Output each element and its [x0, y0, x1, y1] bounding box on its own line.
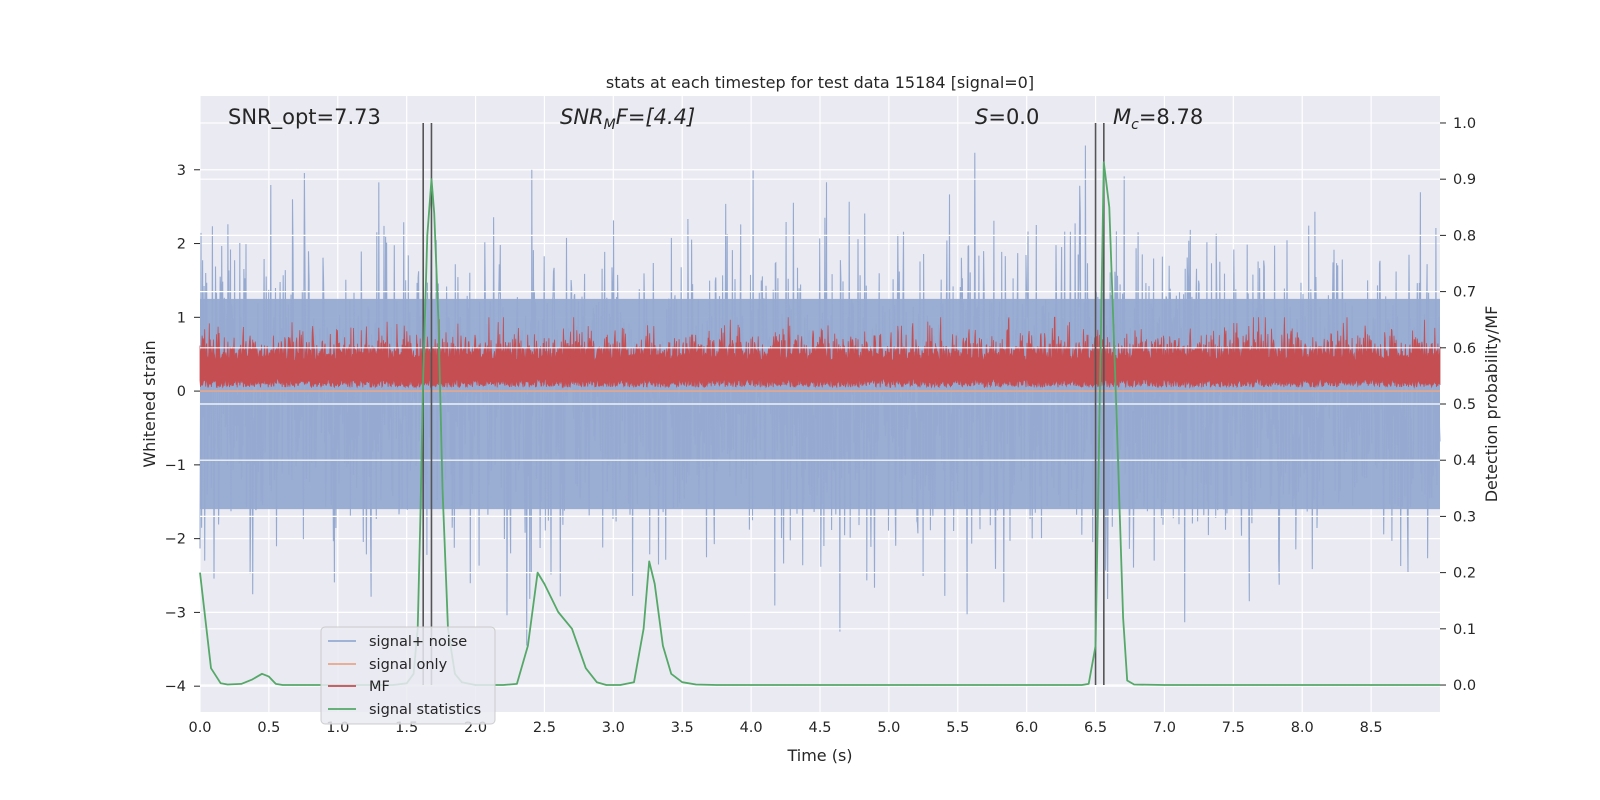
- x-tick-label: 0.0: [188, 720, 211, 736]
- x-tick-label: 3.0: [602, 720, 625, 736]
- series-signal-statistics: [199, 161, 1440, 686]
- x-tick-label: 4.5: [808, 720, 831, 736]
- legend: signal+ noise signal only MF signal stat…: [320, 626, 496, 725]
- series-mf: [199, 316, 1441, 389]
- annotation-snr-mf-rest: F=[4.4]: [616, 105, 695, 129]
- signal-statistics-line: [199, 161, 1440, 686]
- x-tick-label: 5.5: [946, 720, 969, 736]
- y-tick-label: −4: [165, 679, 186, 695]
- y2-tick-label: 0.8: [1453, 228, 1476, 244]
- annotation-snr-mf: SNRMF=[4.4]: [560, 105, 695, 133]
- y2-tick-label: 0.3: [1453, 509, 1476, 525]
- y-tick-label: 2: [177, 237, 186, 253]
- y2-axis-label: Detection probability/MF: [1482, 306, 1501, 503]
- x-axis-ticks: 0.0 0.5 1.0 1.5 2.0 2.5 3.0 3.5 4.0 4.5 5.0 5.5 6.0 6…: [188, 720, 1382, 736]
- x-tick-label: 4.0: [740, 720, 763, 736]
- y-tick-label: −1: [165, 458, 186, 474]
- annotation-s-rest: =0.0: [988, 105, 1039, 129]
- y2-tick-label: 0.4: [1453, 453, 1476, 469]
- annotation-snr-opt: SNR_opt=7.73: [228, 105, 381, 130]
- legend-label-signal-noise: signal+ noise: [369, 634, 467, 650]
- y-tick-label: 0: [177, 384, 186, 400]
- y2-tick-label: 0.2: [1453, 566, 1476, 582]
- y2-axis-ticks: 1.0 0.9 0.8 0.7 0.6 0.5 0.4 0.3 0.2 0.1 0.0: [1440, 116, 1476, 694]
- x-tick-label: 8.0: [1291, 720, 1314, 736]
- x-tick-label: 7.0: [1153, 720, 1176, 736]
- x-tick-label: 8.5: [1360, 720, 1383, 736]
- legend-box: [320, 626, 496, 725]
- x-tick-label: 3.5: [671, 720, 694, 736]
- legend-label-signal-statistics: signal statistics: [369, 702, 481, 718]
- y-axis-ticks: 3 2 1 0 −1 −2 −3 −4: [165, 163, 200, 695]
- y2-tick-label: 0.1: [1453, 622, 1476, 638]
- y2-tick-label: 0.6: [1453, 341, 1476, 357]
- chart-title: stats at each timestep for test data 151…: [606, 73, 1034, 92]
- annotation-snr-mf-sub: M: [604, 117, 616, 133]
- legend-label-signal-only: signal only: [369, 657, 448, 673]
- x-tick-label: 2.5: [533, 720, 556, 736]
- y-axis-label: Whitened strain: [140, 340, 159, 467]
- annotation-mc: Mc=8.78: [1113, 105, 1203, 133]
- y-tick-label: 1: [177, 310, 186, 326]
- y-tick-label: −2: [165, 532, 186, 548]
- y2-tick-label: 1.0: [1453, 116, 1476, 132]
- x-tick-label: 7.5: [1222, 720, 1245, 736]
- annotation-mc-main: M: [1113, 105, 1131, 129]
- x-tick-label: 0.5: [257, 720, 280, 736]
- annotation-s-italic: S: [975, 105, 988, 129]
- annotation-snr-mf-main: SNR: [560, 105, 604, 129]
- mf-line: [199, 316, 1441, 389]
- y-tick-label: −3: [165, 605, 186, 621]
- annotation-s: S=0.0: [975, 105, 1039, 129]
- y2-tick-label: 0.9: [1453, 172, 1476, 188]
- y2-tick-label: 0.0: [1453, 678, 1476, 694]
- annotation-mc-rest: =8.78: [1139, 105, 1203, 129]
- legend-label-mf: MF: [369, 679, 390, 695]
- x-tick-label: 5.0: [877, 720, 900, 736]
- x-tick-label: 6.5: [1084, 720, 1107, 736]
- annotation-mc-sub: c: [1131, 117, 1139, 133]
- x-tick-label: 6.0: [1015, 720, 1038, 736]
- y2-tick-label: 0.7: [1453, 285, 1476, 301]
- y2-tick-label: 0.5: [1453, 397, 1476, 413]
- y-tick-label: 3: [177, 163, 186, 179]
- x-axis-label: Time (s): [786, 746, 852, 765]
